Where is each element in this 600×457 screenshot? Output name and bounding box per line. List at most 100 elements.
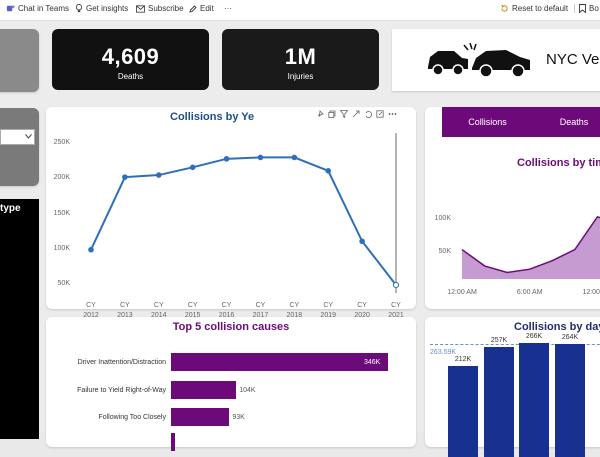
x-tick-label: 2012 <box>83 312 99 319</box>
injuries-value: 1M <box>284 44 317 69</box>
deaths-value: 4,609 <box>101 44 160 69</box>
average-line <box>430 344 600 346</box>
filter-panel <box>0 108 39 186</box>
report-canvas: 4,609 Deaths 1M Injuries NYC Ve type Col… <box>0 21 600 457</box>
subscribe-label: Subscribe <box>148 4 184 13</box>
reset-label: Reset to default <box>512 4 569 13</box>
x-tick-label: CY <box>391 302 401 309</box>
x-tick-label: 2017 <box>252 312 269 319</box>
x-tick-label: 2020 <box>354 312 370 319</box>
chat-in-teams-label: Chat in Teams <box>18 4 69 13</box>
cause-value-label: 346K <box>364 359 381 366</box>
slicer-tile[interactable] <box>0 29 39 92</box>
teams-icon <box>6 5 15 12</box>
reset-icon <box>501 4 508 12</box>
top-toolbar: Chat in Teams Get insights Subscribe Edi… <box>0 0 600 21</box>
focus-mode-icon[interactable] <box>376 110 384 118</box>
collisions-line <box>90 156 397 286</box>
top-causes-title: Top 5 collision causes <box>172 321 290 333</box>
x-tick-label: CY <box>187 302 198 309</box>
collisions-by-day-card: Collisions by day 263.59K 212K 257K 266K 26… <box>425 317 600 457</box>
chevron-down-icon <box>25 134 32 139</box>
undo-icon[interactable] <box>364 110 372 118</box>
data-point <box>189 164 196 171</box>
deaths-card: 4,609 Deaths <box>52 29 209 90</box>
header-banner: NYC Ve <box>392 29 600 91</box>
data-point <box>257 154 264 161</box>
filter-dropdown[interactable] <box>0 129 35 145</box>
cause-label: Following Too Closely <box>98 414 166 421</box>
car-crash-icon <box>428 42 530 78</box>
x-tick-label: 2019 <box>320 312 336 319</box>
tab-collisions[interactable]: Collisions <box>442 107 534 137</box>
collisions-time-line <box>461 215 600 274</box>
data-point <box>359 238 365 245</box>
data-point <box>88 246 94 253</box>
dashboard-title: NYC Ve <box>546 51 600 68</box>
edit-button[interactable]: Edit <box>189 4 214 13</box>
pencil-icon <box>189 4 197 13</box>
day-bar <box>484 346 514 457</box>
cause-bar <box>171 353 388 371</box>
collisions-by-year-plot[interactable] <box>46 107 416 309</box>
cause-bar <box>171 433 175 451</box>
type-slicer-panel: type <box>0 199 39 439</box>
data-point <box>392 281 400 289</box>
more-icon[interactable] <box>388 110 397 118</box>
filter-icon[interactable] <box>340 110 348 118</box>
reset-to-default-button[interactable]: Reset to default <box>500 4 568 13</box>
data-point <box>155 172 162 178</box>
collisions-by-time-plot[interactable] <box>425 107 600 309</box>
subscribe-button[interactable]: Subscribe <box>136 4 184 13</box>
day-bar <box>519 343 549 457</box>
x-tick-label: CY <box>255 302 266 309</box>
pin-icon[interactable] <box>316 110 324 118</box>
y-tick-label: 50K <box>438 247 451 255</box>
data-point <box>223 156 230 162</box>
get-insights-button[interactable]: Get insights <box>75 4 128 13</box>
chat-in-teams-button[interactable]: Chat in Teams <box>6 4 69 13</box>
collisions-by-time-card: Collisions Deaths Collisions by tim 100K… <box>425 107 600 309</box>
day-bar-label: 264K <box>561 333 579 341</box>
day-bar-label: 266K <box>525 333 543 340</box>
injuries-label: Injuries <box>287 72 314 81</box>
day-bar-label: 257K <box>490 336 508 344</box>
x-tick-label: 12:00 PM <box>582 289 600 296</box>
x-tick-label: CY <box>153 302 164 309</box>
more-options-button[interactable]: ··· <box>224 4 232 13</box>
copy-icon[interactable] <box>328 110 336 118</box>
y-tick-label: 150K <box>53 209 70 217</box>
data-point <box>325 168 332 174</box>
day-bar <box>555 343 585 457</box>
x-tick-label: CY <box>86 302 96 309</box>
x-tick-label: 2015 <box>184 312 201 319</box>
cause-value-label: 104K <box>239 387 256 394</box>
lightbulb-icon <box>75 4 83 13</box>
x-tick-label: CY <box>289 302 300 309</box>
x-tick-label: 12:00 AM <box>447 289 477 296</box>
y-tick-label: 200K <box>53 174 70 182</box>
x-tick-label: 2014 <box>150 312 167 319</box>
bookmarks-button[interactable]: Bo <box>574 4 599 13</box>
drill-icon[interactable] <box>352 110 360 118</box>
x-tick-label: CY <box>323 302 334 309</box>
tab-deaths[interactable]: Deaths <box>533 107 600 137</box>
x-tick-label: CY <box>221 302 232 309</box>
top-causes-card: Top 5 collision causes Driver Inattentio… <box>46 317 416 451</box>
collisions-by-year-title: Collisions by Ye <box>170 111 255 123</box>
y-tick-label: 100K <box>53 244 70 252</box>
visual-header-icons <box>316 110 397 118</box>
mail-icon <box>136 4 145 13</box>
day-bar <box>448 366 478 457</box>
x-tick-label: 6:00 AM <box>516 289 543 296</box>
x-tick-label: CY <box>357 302 367 309</box>
type-slicer-title: type <box>0 203 21 214</box>
deaths-label: Deaths <box>117 72 144 81</box>
more-options-label: ··· <box>224 4 232 13</box>
collisions-by-day-title: Collisions by day <box>514 321 600 333</box>
cause-bar <box>171 408 230 426</box>
x-tick-label: 2016 <box>218 312 235 319</box>
injuries-card: 1M Injuries <box>222 29 379 90</box>
x-tick-label: 2013 <box>117 312 133 319</box>
y-tick-label: 250K <box>53 139 70 147</box>
